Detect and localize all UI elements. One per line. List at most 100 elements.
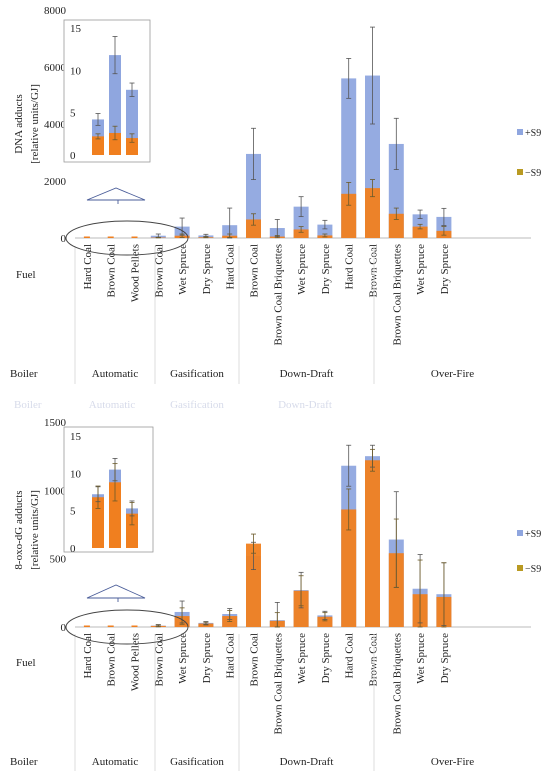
zoom-arrow bbox=[86, 584, 146, 602]
x-tick-label: Dry Spruce bbox=[439, 633, 451, 684]
x-tick-label: Wood Pellets bbox=[130, 244, 142, 302]
y-tick-label: 8000 bbox=[44, 5, 67, 17]
dna-adducts-panel: 0 2000 4000 6000 8000 DNA adducts [relative un… bbox=[10, 5, 541, 384]
boiler-group-label: Automatic bbox=[92, 368, 139, 380]
bar-baseline-mark bbox=[131, 625, 138, 627]
fuel-label: Fuel bbox=[16, 269, 36, 281]
bar-plus-s9 bbox=[246, 153, 261, 238]
x-tick-label: Brown Coal Briquettes bbox=[391, 244, 403, 345]
x-tick-label: Dry Spruce bbox=[201, 244, 213, 295]
legend-swatch-minus-s9 bbox=[517, 169, 523, 175]
inset-y-tick-label: 10 bbox=[70, 65, 82, 77]
x-tick-label: Brown Coal bbox=[106, 633, 118, 686]
y-tick-label: 0 bbox=[61, 233, 67, 245]
boiler-label: Boiler bbox=[10, 368, 38, 380]
x-tick-label: Hard Coal bbox=[344, 244, 356, 290]
x-tick-label: Dry Spruce bbox=[320, 244, 332, 295]
legend-swatch-plus-s9 bbox=[517, 530, 523, 536]
inset-y-tick-label: 15 bbox=[70, 23, 82, 35]
x-tick-label: Brown Coal bbox=[153, 633, 165, 686]
x-tick-label: Brown Coal Briquettes bbox=[391, 633, 403, 734]
bar-minus-s9 bbox=[341, 509, 357, 627]
inset-y-tick-label: 10 bbox=[70, 468, 82, 480]
faint-label: Gasification bbox=[170, 399, 224, 411]
bar-minus-s9 bbox=[388, 553, 404, 627]
inset-y-tick-label: 5 bbox=[70, 108, 76, 120]
bar-minus-s9 bbox=[293, 590, 309, 627]
faint-upper-labels: Boiler Automatic Gasification Down-Draft bbox=[14, 399, 332, 411]
y-tick-label: 500 bbox=[50, 554, 67, 566]
x-tick-label: Hard Coal bbox=[344, 633, 356, 679]
legend-label: +S9 bbox=[525, 529, 541, 540]
y-axis-label: DNA adducts bbox=[13, 94, 25, 154]
bar-minus-s9 bbox=[388, 213, 404, 238]
faint-label: Automatic bbox=[89, 399, 136, 411]
x-tick-label: Brown Coal bbox=[249, 633, 261, 686]
bar-baseline-mark bbox=[83, 625, 90, 627]
x-tick-label: Brown Coal bbox=[249, 244, 261, 297]
fuel-label: Fuel bbox=[16, 657, 36, 669]
inset-frame bbox=[63, 426, 154, 553]
inset-bar-minus-s9 bbox=[126, 513, 138, 548]
x-tick-label: Hard Coal bbox=[82, 633, 94, 679]
inset-bar-minus-s9 bbox=[109, 132, 121, 155]
legend-swatch-minus-s9 bbox=[517, 565, 523, 571]
bar-minus-s9 bbox=[412, 226, 428, 238]
legend-swatch-plus-s9 bbox=[517, 129, 523, 135]
y-tick-label: 2000 bbox=[44, 176, 67, 188]
bar-minus-s9 bbox=[246, 543, 261, 627]
boiler-group-label: Gasification bbox=[170, 368, 224, 380]
bar-plus-s9 bbox=[317, 224, 333, 238]
x-tick-label: Wet Spruce bbox=[177, 244, 189, 295]
zoom-arrow bbox=[86, 187, 146, 204]
bar-minus-s9 bbox=[246, 219, 261, 238]
legend-label: +S9 bbox=[525, 128, 541, 139]
inset-bar-plus-s9 bbox=[109, 55, 121, 155]
inset-bar-minus-s9 bbox=[109, 482, 121, 548]
x-tick-label: Wood Pellets bbox=[130, 633, 142, 691]
x-tick-label: Brown Coal Briquettes bbox=[272, 633, 284, 734]
y-tick-label: 4000 bbox=[44, 119, 67, 131]
boiler-group-label: Gasification bbox=[170, 756, 224, 768]
x-tick-label: Dry Spruce bbox=[320, 633, 332, 684]
y-tick-label: 6000 bbox=[44, 62, 67, 74]
inset-y-tick-label: 0 bbox=[70, 543, 76, 555]
x-tick-label: Hard Coal bbox=[225, 633, 237, 679]
x-tick-label: Wet Spruce bbox=[415, 633, 427, 684]
x-tick-label: Hard Coal bbox=[225, 244, 237, 290]
legend-label: −S9 bbox=[525, 564, 541, 575]
inset-bar-minus-s9 bbox=[126, 138, 138, 155]
bar-minus-s9 bbox=[341, 193, 357, 238]
x-tick-label: Wet Spruce bbox=[296, 633, 308, 684]
x-tick-label: Dry Spruce bbox=[201, 633, 213, 684]
inset-y-tick-label: 15 bbox=[70, 431, 82, 443]
y-tick-label: 1500 bbox=[44, 417, 67, 429]
x-tick-label: Wet Spruce bbox=[177, 633, 189, 684]
x-tick-label: Dry Spruce bbox=[439, 244, 451, 295]
bar-minus-s9 bbox=[365, 460, 380, 627]
inset-y-tick-label: 5 bbox=[70, 506, 76, 518]
bar-minus-s9 bbox=[293, 229, 309, 238]
boiler-group-label: Automatic bbox=[92, 756, 139, 768]
x-tick-label: Brown Coal Briquettes bbox=[272, 244, 284, 345]
y-axis-unit: [relative units/GJ] bbox=[29, 84, 41, 164]
y-tick-label: 0 bbox=[61, 622, 67, 634]
x-tick-label: Wet Spruce bbox=[296, 244, 308, 295]
inset-y-tick-label: 0 bbox=[70, 150, 76, 162]
boiler-label: Boiler bbox=[10, 756, 38, 768]
inset-bar-minus-s9 bbox=[92, 497, 104, 548]
x-tick-label: Wet Spruce bbox=[415, 244, 427, 295]
boiler-group-label: Down-Draft bbox=[280, 756, 334, 768]
x-tick-label: Hard Coal bbox=[82, 244, 94, 290]
bar-minus-s9 bbox=[317, 616, 333, 627]
zoom-ellipse bbox=[65, 609, 189, 645]
faint-label: Boiler bbox=[14, 399, 42, 411]
boiler-group-label: Over-Fire bbox=[431, 756, 474, 768]
y-tick-label: 1000 bbox=[44, 485, 67, 497]
bar-minus-s9 bbox=[365, 188, 380, 238]
faint-label: Down-Draft bbox=[278, 399, 332, 411]
bar-baseline-mark bbox=[107, 625, 114, 627]
bar-baseline-mark bbox=[131, 236, 138, 238]
